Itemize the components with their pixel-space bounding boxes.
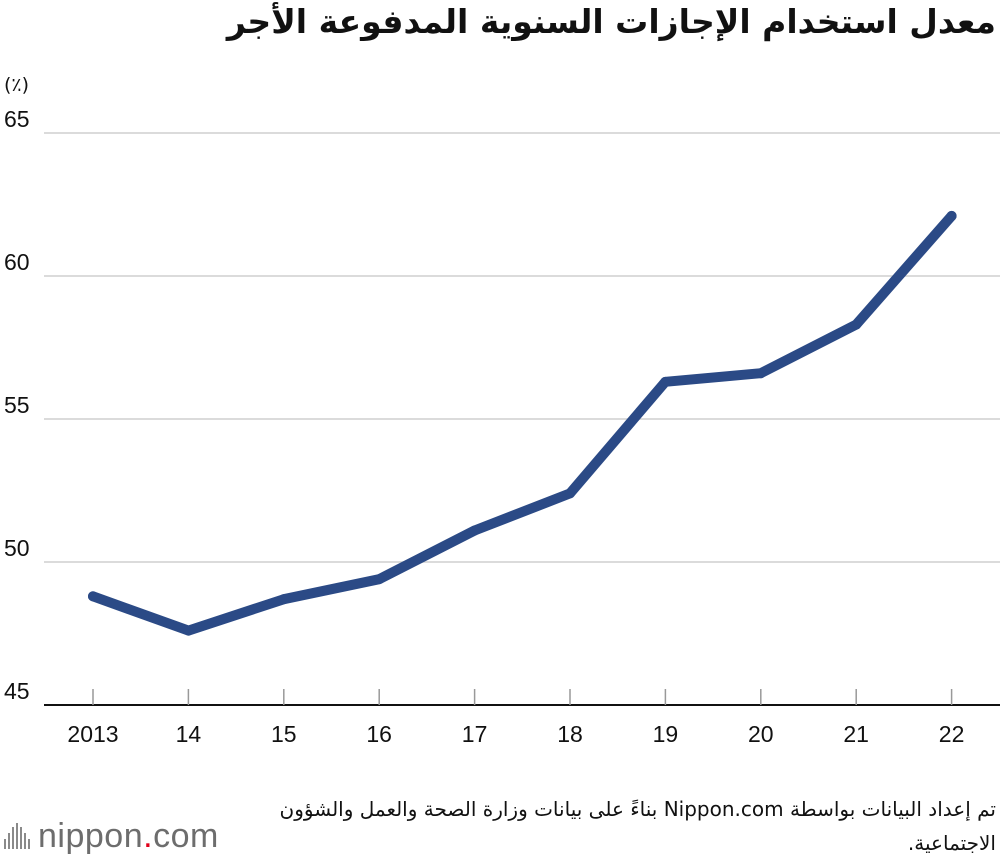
data-point-17 (469, 525, 480, 536)
data-point-18 (565, 488, 575, 499)
chart-title: معدل استخدام الإجازات السنوية المدفوعة ا… (226, 2, 996, 41)
data-point-2013 (88, 591, 98, 602)
x-tick-label-16: 16 (366, 721, 392, 747)
x-tick-label-19: 19 (653, 721, 679, 747)
data-point-21 (851, 319, 862, 330)
y-tick-label-65: 65 (4, 106, 30, 132)
y-tick-label-55: 55 (4, 392, 30, 418)
series-line-0 (88, 210, 957, 636)
x-tick-label-17: 17 (462, 721, 488, 747)
logo-bars-icon (4, 823, 30, 849)
source-note: تم إعداد البيانات بواسطة Nippon.com بناء… (279, 797, 996, 855)
data-point-14 (183, 625, 194, 636)
y-axis-unit-label: (٪) (4, 74, 30, 96)
x-tick-label-20: 20 (748, 721, 774, 747)
x-tick-label-18: 18 (557, 721, 583, 747)
logo-dot: . (143, 816, 154, 855)
x-tick-label-2013: 2013 (67, 721, 118, 747)
y-tick-label-45: 45 (4, 678, 30, 704)
data-point-16 (374, 574, 385, 585)
data-point-22 (946, 210, 957, 221)
nippon-logo: nippon. com (4, 816, 219, 856)
x-tick-label-15: 15 (271, 721, 297, 747)
y-tick-label-60: 60 (4, 249, 30, 275)
logo-name: nippon (38, 816, 144, 855)
line-chart: 45 50 55 60 65 2013 14 15 16 17 18 19 20 21 22 (4, 106, 1000, 747)
data-point-15 (278, 594, 289, 605)
y-tick-label-50: 50 (4, 535, 30, 561)
x-tick-label-22: 22 (939, 721, 965, 747)
data-point-20 (755, 368, 766, 379)
logo-suffix: com (153, 816, 219, 855)
data-point-19 (660, 376, 671, 387)
x-tick-label-21: 21 (843, 721, 869, 747)
x-tick-label-14: 14 (176, 721, 202, 747)
